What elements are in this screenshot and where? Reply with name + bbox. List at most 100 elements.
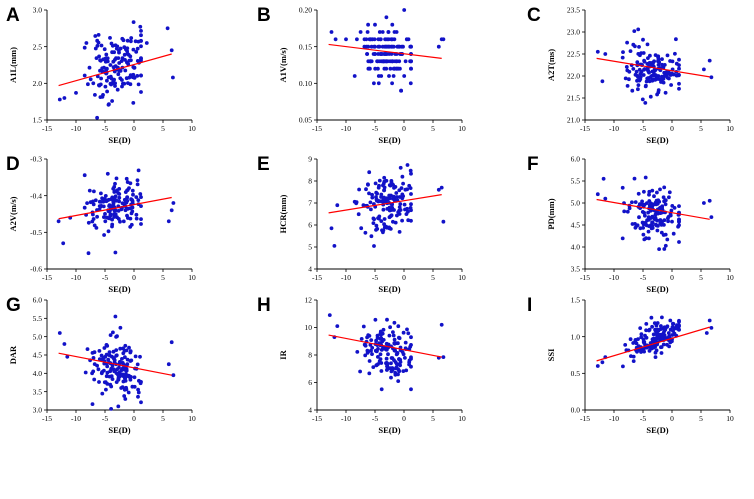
data-point [397, 357, 401, 362]
data-point [169, 208, 174, 213]
data-point [394, 191, 399, 195]
regression-line [328, 43, 442, 59]
data-point [677, 223, 681, 228]
data-point [369, 348, 373, 353]
data-point [93, 46, 98, 51]
panel-letter: B [257, 5, 271, 26]
data-point [662, 247, 667, 251]
data-point [398, 165, 403, 170]
x-tick-label: -15 [42, 124, 52, 133]
data-point [643, 101, 648, 105]
data-point [379, 336, 384, 341]
data-point [636, 191, 641, 196]
data-point [373, 22, 377, 27]
data-point [131, 101, 136, 105]
data-point [110, 363, 115, 368]
data-point [101, 199, 106, 204]
data-point [625, 40, 629, 45]
data-point [631, 67, 636, 71]
data-point [651, 332, 656, 337]
data-point [403, 187, 408, 192]
data-point [368, 37, 373, 42]
data-point [355, 350, 360, 354]
data-point [91, 81, 96, 86]
data-point [620, 236, 625, 241]
regression-line [596, 57, 710, 78]
data-point [661, 80, 666, 85]
data-point [368, 59, 373, 64]
data-point [84, 41, 89, 45]
data-point [382, 217, 387, 221]
x-tick-label: 5 [699, 414, 703, 423]
regression-line [596, 198, 710, 220]
data-point [93, 198, 98, 203]
data-point [391, 196, 395, 201]
data-point [402, 74, 407, 78]
data-point [74, 91, 78, 95]
data-point [365, 30, 370, 34]
data-point [409, 335, 413, 340]
data-point [658, 211, 663, 216]
data-point [97, 199, 102, 204]
data-point [639, 332, 644, 337]
data-point [371, 221, 376, 226]
data-point [649, 315, 654, 320]
data-point [382, 188, 387, 193]
data-point [403, 356, 407, 360]
data-point [652, 321, 657, 325]
data-point [646, 69, 651, 74]
data-point [631, 354, 636, 359]
data-point [127, 75, 132, 80]
data-point [658, 77, 663, 82]
data-point [396, 341, 400, 346]
data-point [128, 350, 133, 355]
data-point [625, 209, 630, 214]
data-point [380, 346, 385, 351]
data-point [644, 322, 649, 326]
data-point [641, 347, 646, 352]
data-point [637, 45, 641, 49]
data-point [99, 76, 103, 81]
y-tick-label: 8 [308, 351, 312, 360]
data-point [663, 243, 668, 248]
data-point [376, 66, 380, 71]
data-point [104, 52, 109, 57]
data-point [138, 24, 143, 29]
data-point [654, 348, 659, 353]
y-tick-label: 6 [308, 221, 312, 230]
data-point [95, 115, 99, 120]
data-point [627, 206, 632, 211]
data-point [377, 359, 382, 363]
y-tick-label: 0.15 [299, 42, 312, 51]
y-tick-label: 23.0 [567, 28, 580, 37]
data-point [102, 47, 107, 52]
data-point [644, 236, 648, 241]
data-point [392, 320, 397, 325]
data-point [388, 66, 393, 71]
data-point [659, 223, 664, 227]
data-point [127, 186, 131, 191]
data-point [102, 197, 107, 201]
data-point [658, 187, 662, 192]
data-point [333, 37, 338, 42]
data-point [99, 43, 104, 48]
data-point [677, 66, 681, 71]
data-point [90, 219, 95, 224]
data-point [359, 337, 364, 341]
data-point [136, 168, 141, 173]
data-point [82, 45, 87, 50]
data-point [621, 50, 625, 54]
data-point [372, 244, 376, 248]
data-point [394, 66, 399, 71]
data-point [382, 66, 387, 71]
data-point [648, 345, 653, 350]
data-point [104, 387, 108, 392]
y-tick-label: 22.5 [567, 50, 580, 59]
data-point [636, 83, 641, 87]
x-tick-label: 10 [458, 414, 466, 423]
data-point [135, 178, 140, 183]
y-tick-label: 9 [308, 155, 312, 164]
data-point [365, 52, 370, 56]
data-point [114, 353, 119, 358]
data-point [652, 59, 656, 64]
